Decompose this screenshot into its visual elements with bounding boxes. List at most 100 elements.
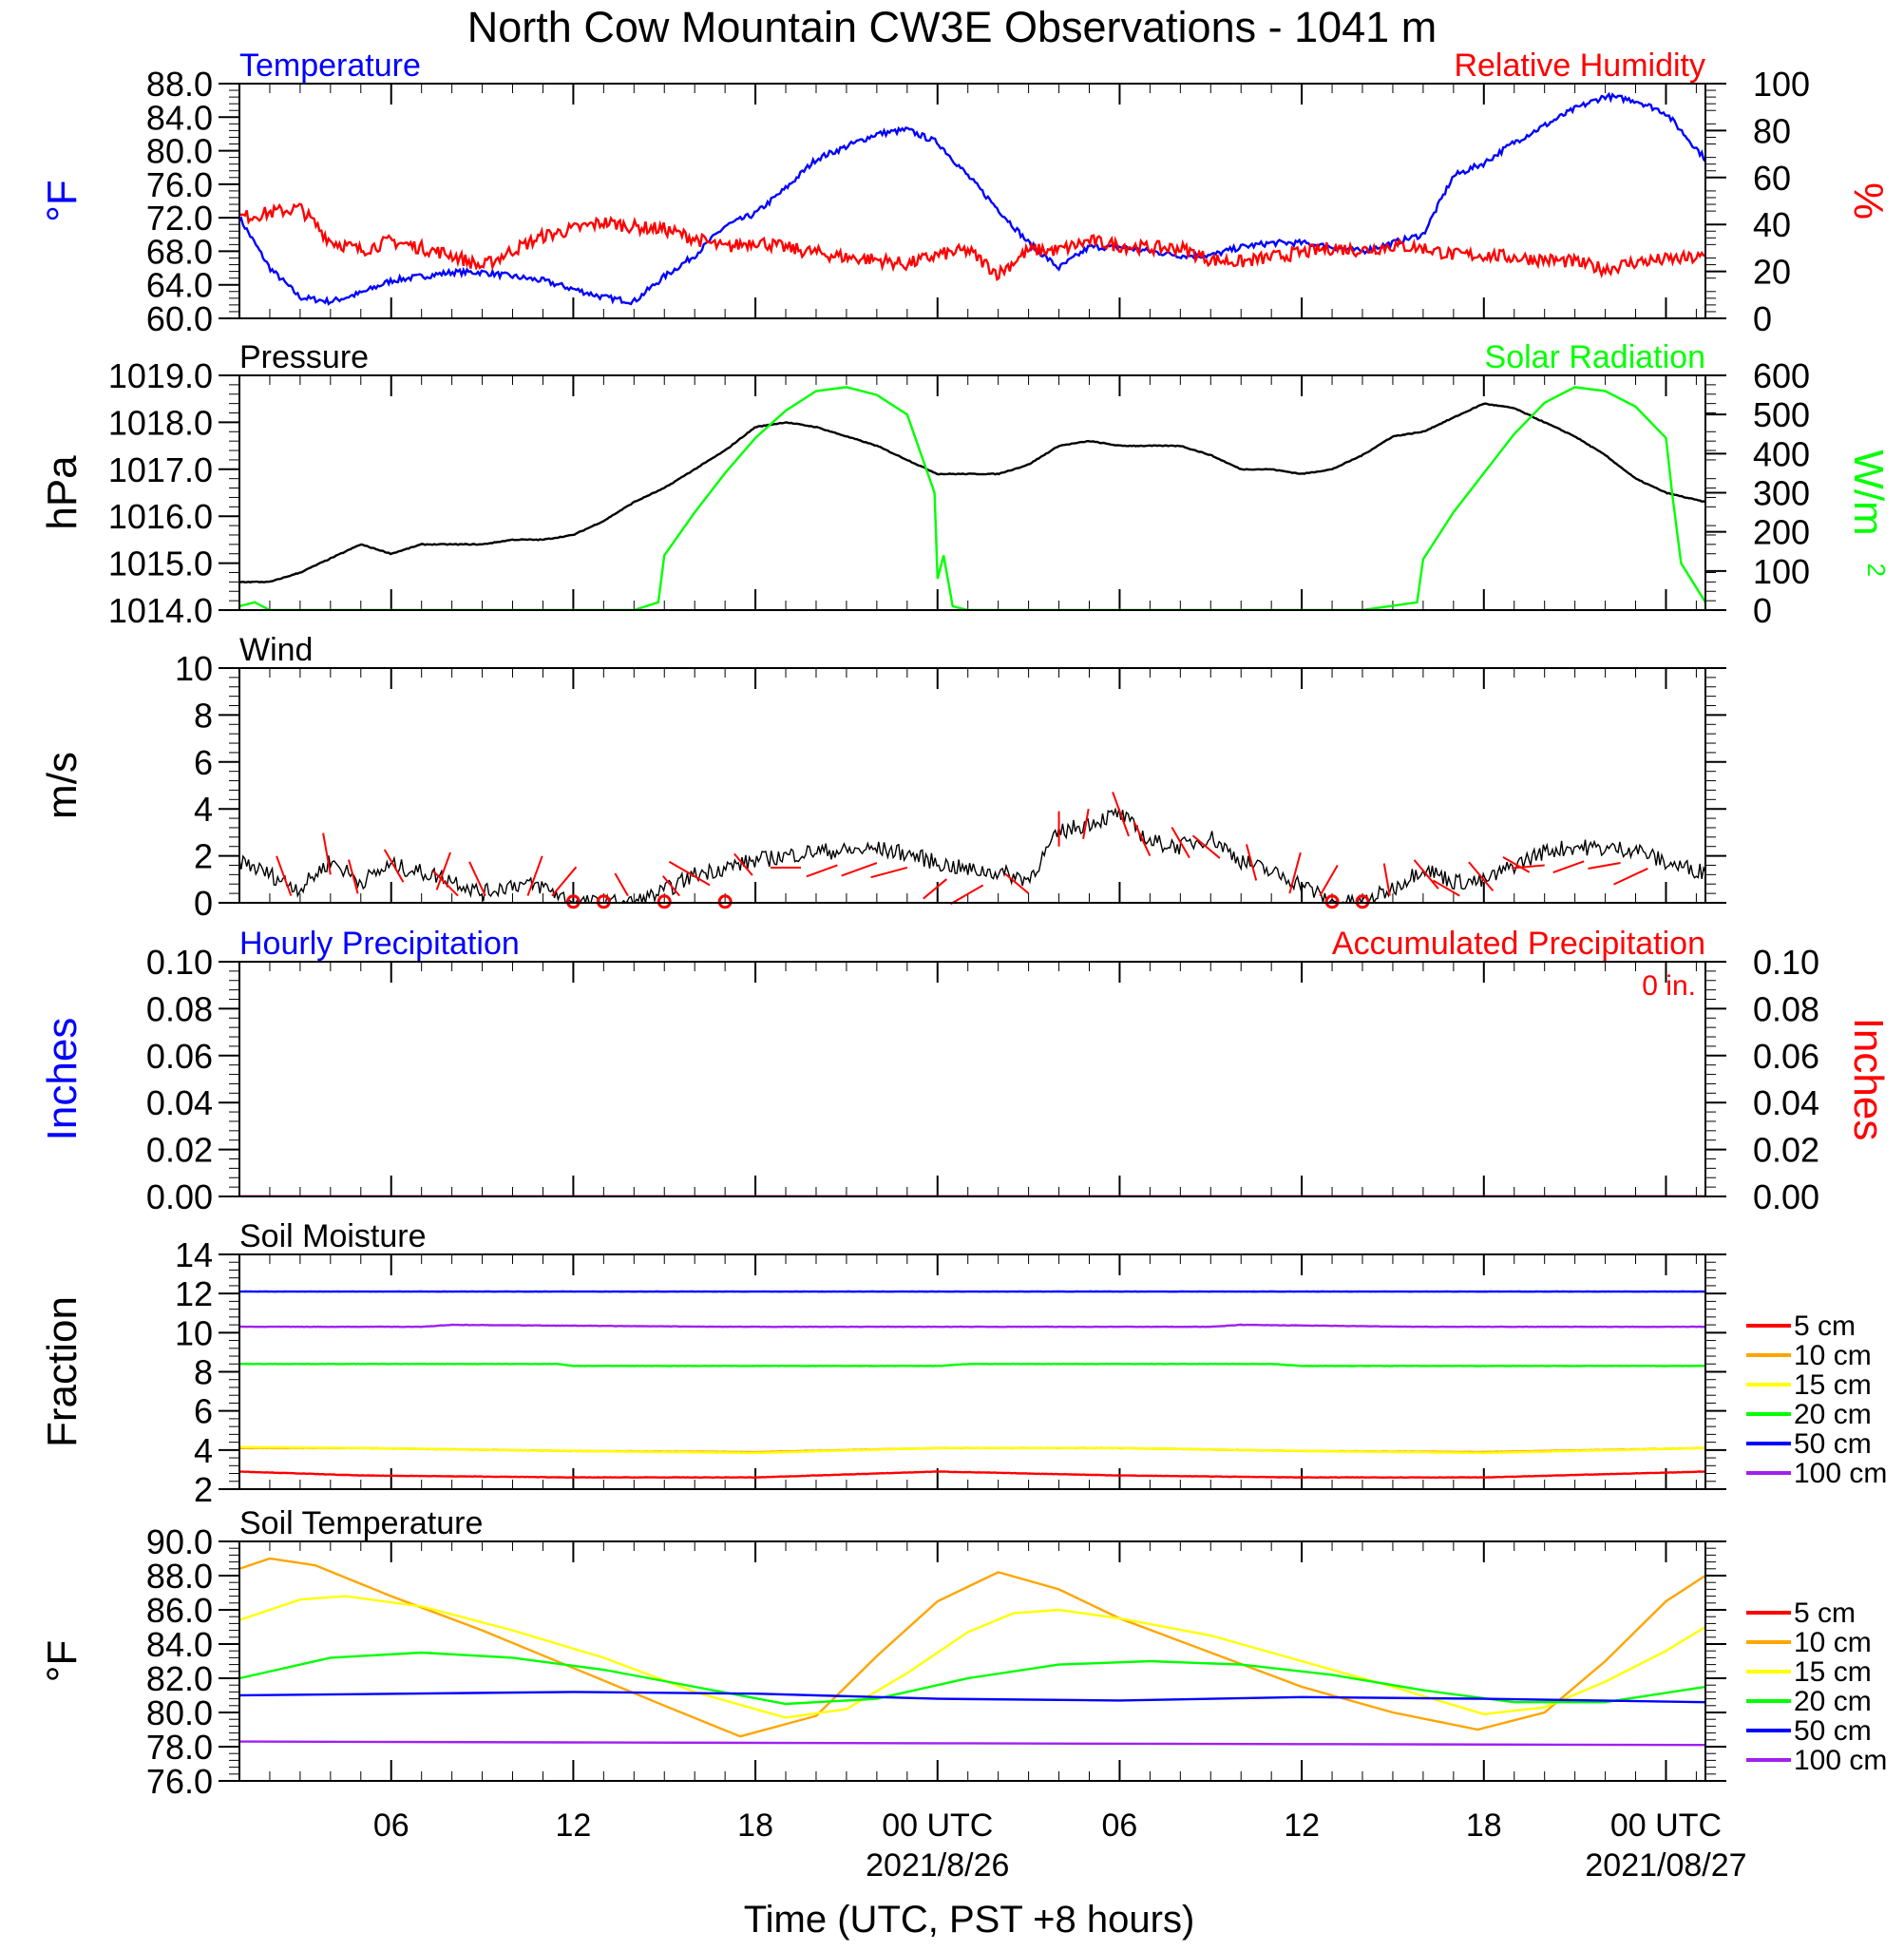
y-tick-label: 1019.0	[108, 356, 213, 395]
y-tick-label: 84.0	[146, 1625, 213, 1664]
panel-temp_rh: 60.064.068.072.076.080.084.088.0 0 20 40 60 8…	[39, 48, 1892, 338]
y-axis-label: °F	[39, 180, 86, 221]
y2-tick-label: 0.08	[1753, 989, 1819, 1028]
wind-barb	[949, 884, 984, 906]
y-tick-label: 0.04	[146, 1083, 213, 1122]
y2-tick-label: 80	[1753, 111, 1791, 150]
wind-barb	[1552, 860, 1585, 874]
calm-marker	[717, 894, 733, 909]
panel-frame	[238, 374, 1706, 611]
legend-label: 50 cm	[1794, 1428, 1872, 1460]
panel-wind: 0 2 4 6 8 10 Wind m/s	[39, 632, 1726, 923]
series-line-5	[239, 1323, 1705, 1329]
series-line-0	[239, 1470, 1705, 1480]
y2-tick-label: 100	[1753, 65, 1810, 104]
y2-tick-label: 600	[1753, 356, 1810, 395]
wind-barb	[1502, 855, 1531, 873]
calm-marker	[596, 894, 611, 909]
y-tick-label: 0	[194, 884, 213, 923]
panel-frame	[238, 1253, 1706, 1490]
y-axis-label: hPa	[39, 455, 86, 530]
wind-barb	[841, 862, 878, 877]
y-tick-label: 72.0	[146, 199, 213, 238]
y-axis-label: Fraction	[39, 1296, 86, 1447]
wind-barb	[1191, 834, 1221, 859]
y-tick-label: 1017.0	[108, 450, 213, 489]
y2-tick-label: 20	[1753, 253, 1791, 292]
series-group	[239, 1557, 1705, 1747]
wind-barb	[432, 870, 459, 897]
y2-tick-label: 60	[1753, 159, 1791, 198]
legend-label: 15 cm	[1794, 1656, 1872, 1688]
series-line-0	[239, 807, 1705, 903]
y2-axis-label: W/m	[1845, 449, 1892, 535]
panels: 60.064.068.072.076.080.084.088.002040608…	[39, 48, 1892, 1801]
panel-precip: 0.00 0.02 0.04 0.06 0.08 0.10 0.00 0.02 0.04 0.06…	[39, 926, 1892, 1216]
x-tick-label: 18	[1466, 1808, 1502, 1844]
legend-label: 10 cm	[1794, 1627, 1872, 1658]
calm-marker	[657, 894, 672, 909]
x-axis-label: Time (UTC, PST +8 hours)	[744, 1899, 1195, 1941]
legend-label: 20 cm	[1794, 1399, 1872, 1430]
series-line-2	[239, 1651, 1705, 1706]
panel-soil_temp: 76.078.080.082.084.086.088.090.0 Soil Tem…	[39, 1505, 1887, 1801]
legend-label: 100 cm	[1794, 1745, 1887, 1776]
y2-tick-label: 400	[1753, 434, 1810, 473]
x-tick-label: 00 UTC	[1610, 1808, 1722, 1844]
legend-label: 100 cm	[1794, 1458, 1887, 1489]
y-tick-label: 0.10	[146, 943, 213, 982]
wind-barb	[1512, 864, 1545, 870]
wind-barb	[661, 875, 680, 897]
figure-title: North Cow Mountain CW3E Observations - 1…	[467, 3, 1437, 51]
panel-title-left: Wind	[239, 632, 313, 668]
x-date-label: 2021/08/27	[1585, 1847, 1746, 1884]
series-line-3	[239, 1362, 1705, 1368]
y-tick-label: 80.0	[146, 132, 213, 171]
wind-barb	[435, 851, 451, 890]
y-tick-label: 90.0	[146, 1522, 213, 1561]
y2-tick-label: 0	[1753, 591, 1772, 630]
x-tick-label: 12	[555, 1808, 591, 1844]
calm-marker	[565, 894, 581, 909]
calm-marker	[1324, 894, 1340, 909]
wind-barb	[1613, 868, 1648, 886]
wind-barb	[1171, 826, 1190, 859]
y-tick-label: 6	[194, 1392, 213, 1431]
panel-frame	[238, 667, 1706, 904]
y-tick-label: 80.0	[146, 1693, 213, 1732]
series-line-1	[239, 202, 1705, 282]
wind-barb	[1468, 861, 1495, 892]
y2-tick-label: 200	[1753, 513, 1810, 552]
wind-barb	[1588, 862, 1621, 870]
series-line-2	[239, 1445, 1705, 1455]
wind-barb	[322, 832, 332, 875]
y-tick-label: 60.0	[146, 299, 213, 338]
y2-tick-label: 0.02	[1753, 1131, 1819, 1170]
series-group	[239, 91, 1705, 306]
wind-barb	[276, 855, 293, 896]
panel-title-left: Temperature	[239, 48, 421, 84]
wind-barb	[1004, 872, 1030, 894]
x-tick-label: 18	[737, 1808, 773, 1844]
y-tick-label: 0.00	[146, 1177, 213, 1216]
wind-barb	[1382, 863, 1391, 896]
series-group	[239, 807, 1705, 903]
y2-tick-label: 0	[1753, 299, 1772, 338]
y2-tick-label: 300	[1753, 474, 1810, 513]
y2-axis-label-exponent: 2	[1862, 564, 1891, 577]
legend-label: 5 cm	[1794, 1597, 1856, 1629]
wind-barb	[806, 864, 838, 878]
series-line-0	[239, 1557, 1705, 1738]
panel-title-right: Solar Radiation	[1485, 339, 1705, 375]
series-line-0	[239, 402, 1705, 583]
y2-tick-label: 500	[1753, 395, 1810, 434]
legend-label: 10 cm	[1794, 1340, 1872, 1371]
series-line-0	[239, 91, 1705, 306]
y-tick-label: 76.0	[146, 165, 213, 204]
x-date-label: 2021/8/26	[866, 1847, 1009, 1884]
wind-barb	[1413, 859, 1439, 889]
y-tick-label: 14	[175, 1235, 213, 1274]
